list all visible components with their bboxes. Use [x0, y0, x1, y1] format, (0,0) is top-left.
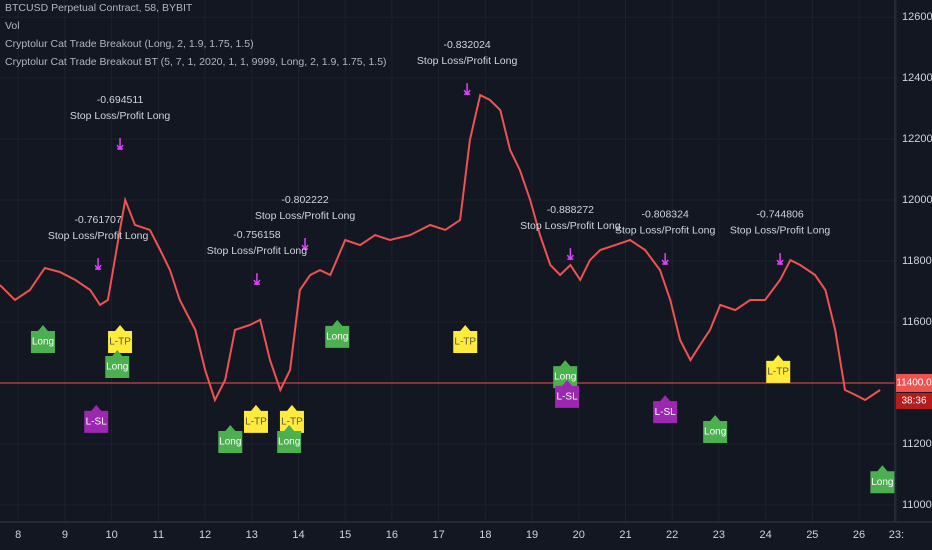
signal-badge	[703, 414, 728, 443]
exit-arrow	[116, 138, 124, 151]
price-line	[0, 93, 881, 403]
signal-badge	[105, 350, 130, 379]
legend-line: BTCUSD Perpetual Contract, 58, BYBIT	[5, 2, 193, 14]
annotation-value: -0.694511	[97, 94, 144, 106]
price-badge	[896, 373, 932, 392]
x-tick-label: 19	[526, 529, 538, 541]
x-tick-label: 9	[62, 529, 68, 541]
y-tick-label: 12600.0	[902, 11, 932, 23]
signal-label: Long	[704, 427, 726, 438]
legend-line: Cryptolur Cat Trade Breakout (Long, 2, 1…	[5, 38, 254, 50]
signal-badge	[766, 354, 791, 383]
x-tick-label: 14	[292, 529, 304, 541]
annotation-value: -0.744806	[756, 209, 803, 221]
annotation-value: -0.756158	[233, 229, 280, 241]
annotation-label: Stop Loss/Profit Long	[207, 245, 308, 257]
y-tick-label: 12000.0	[902, 194, 932, 206]
signal-label: L-TP	[767, 367, 789, 378]
plot: Long L-SL L-TP Long Long L-TP L-TP Long Long L-TP…	[0, 83, 895, 494]
legend-line: Cryptolur Cat Trade Breakout BT (5, 7, 1…	[5, 56, 387, 68]
signal-label: Long	[278, 437, 300, 448]
signal-label: Long	[326, 331, 348, 342]
x-tick-label: 10	[106, 529, 118, 541]
y-tick-label: 11000.0	[902, 499, 932, 511]
countdown-label: 38:36	[901, 396, 926, 407]
signal-label: Long	[106, 362, 128, 373]
legend: BTCUSD Perpetual Contract, 58, BYBIT Vol…	[5, 2, 387, 68]
exit-arrow	[776, 252, 784, 266]
x-tick-label: 8	[15, 529, 21, 541]
signal-badge	[30, 325, 55, 354]
countdown-badge	[896, 392, 932, 409]
x-tick-label: 15	[339, 529, 351, 541]
annotation-label: Stop Loss/Profit Long	[417, 55, 518, 67]
x-tick-label: 25	[806, 529, 818, 541]
signal-badge	[653, 395, 678, 424]
annotation-value: -0.888272	[547, 204, 594, 216]
signal-badge	[277, 425, 302, 454]
y-tick-label: 12200.0	[902, 133, 932, 145]
x-tick-label: 26	[853, 529, 865, 541]
signal-badge	[870, 465, 895, 494]
x-tick-label: 17	[432, 529, 444, 541]
x-tick-label: 16	[386, 529, 398, 541]
annotation-label: Stop Loss/Profit Long	[520, 220, 621, 232]
signal-label: Long	[554, 372, 576, 383]
y-tick-label: 11800.0	[902, 255, 932, 267]
signal-badge	[218, 425, 243, 454]
signal-label: Long	[219, 437, 241, 448]
signal-badge	[84, 404, 109, 433]
annotation-value: -0.761707	[74, 214, 121, 226]
exit-arrow	[253, 273, 261, 286]
annotation-label: Stop Loss/Profit Long	[70, 110, 171, 122]
signal-badge	[279, 404, 304, 433]
y-tick-label: 12400.0	[902, 72, 932, 84]
exit-arrow	[301, 238, 309, 251]
signal-label: L-SL	[557, 392, 579, 403]
signal-badge	[325, 319, 350, 348]
signal-badge	[108, 325, 133, 354]
x-tick-label: 11	[153, 529, 164, 541]
x-tick-label: 23	[713, 529, 725, 541]
signal-label: L-SL	[86, 417, 108, 428]
x-tick-label: 18	[479, 529, 491, 541]
signal-badge	[555, 379, 580, 408]
grid	[0, 0, 897, 522]
x-tick-label: 24	[759, 529, 771, 541]
signal-label: L-SL	[655, 407, 677, 418]
signal-label: L-TP	[109, 337, 131, 348]
x-tick-label: 23:	[889, 529, 904, 541]
exit-arrow	[94, 258, 102, 271]
signal-badge	[453, 325, 478, 354]
annotation-value: -0.808324	[642, 209, 689, 221]
exit-arrow	[661, 252, 669, 266]
annotation-label: Stop Loss/Profit Long	[255, 210, 356, 222]
signal-label: Long	[32, 337, 54, 348]
signal-label: L-TP	[245, 417, 267, 428]
price-badge-label: 11400.0	[896, 378, 932, 389]
y-tick-label: 11600.0	[902, 316, 932, 328]
signal-badge	[553, 360, 578, 389]
signal-label: L-TP	[281, 417, 303, 428]
annotation-value: -0.832024	[443, 39, 490, 51]
annotation-label: Stop Loss/Profit Long	[615, 225, 716, 237]
exit-arrow	[566, 248, 574, 261]
annotation-label: Stop Loss/Profit Long	[730, 225, 831, 237]
y-tick-label: 11200.0	[902, 438, 932, 450]
signal-badge	[243, 404, 268, 433]
x-tick-label: 22	[666, 529, 678, 541]
legend-line: Vol	[5, 20, 20, 32]
signal-label: Long	[871, 477, 893, 488]
exit-arrow	[463, 83, 471, 96]
x-tick-label: 20	[573, 529, 585, 541]
annotation-label: Stop Loss/Profit Long	[48, 230, 149, 242]
x-tick-label: 12	[199, 529, 211, 541]
annotation-value: -0.802222	[281, 194, 328, 206]
x-tick-label: 21	[619, 529, 631, 541]
x-tick-label: 13	[246, 529, 258, 541]
signal-label: L-TP	[454, 337, 476, 348]
